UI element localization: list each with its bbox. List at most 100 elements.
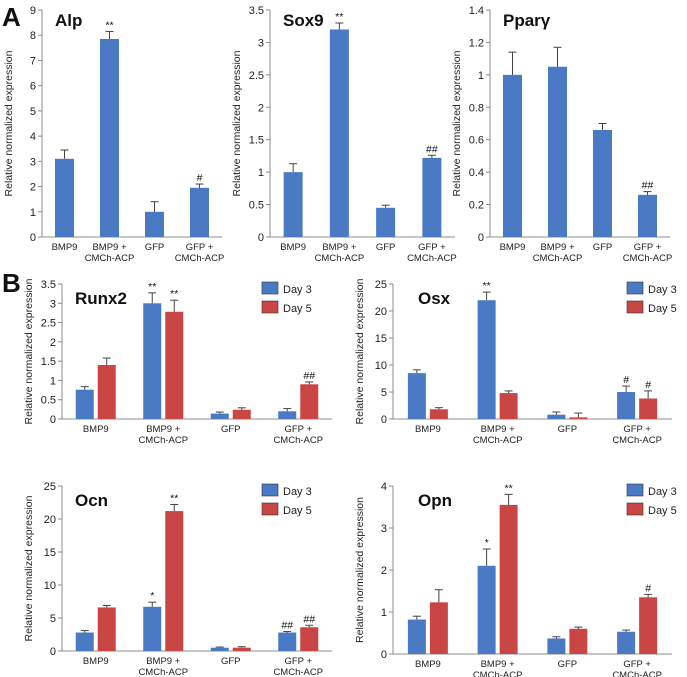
significance-mark-runx2-1-1: ** <box>170 288 178 300</box>
chart-ocn: Ocn 0 5 10 15 20 25 Relative normalized express… <box>23 481 332 677</box>
y-tick-label-opn-0: 0 <box>381 649 387 661</box>
bar-ocn-day-3-0 <box>75 632 94 651</box>
bar-osx-day-3-0 <box>407 373 426 419</box>
bar-sox9-2 <box>376 207 396 237</box>
x-tick-label-runx2-1-1: CMCh-ACP <box>138 435 188 446</box>
legend-label-opn-1: Day 5 <box>648 505 677 517</box>
bar-alp-1 <box>100 39 119 237</box>
x-tick-label-runx2-3-0: GFP + <box>284 424 312 435</box>
x-tick-label-runx2-2-0: GFP <box>221 424 241 435</box>
significance-mark-alp-0-3: # <box>197 172 203 184</box>
chart-title-pparg: Pparγ <box>503 11 551 30</box>
legend-swatch-runx2-0 <box>261 281 279 295</box>
y-tick-label-sox9-3: 1.5 <box>249 135 264 147</box>
bar-sox9-0 <box>283 172 303 237</box>
significance-mark-sox9-0-1: ** <box>335 11 343 23</box>
significance-mark-runx2-1-3: ## <box>303 370 315 382</box>
x-tick-label-alp-2-0: GFP <box>145 242 165 253</box>
y-tick-label-sox9-1: 0.5 <box>249 200 264 212</box>
x-tick-label-sox9-1-0: BMP9 + <box>322 242 357 253</box>
chart-title-ocn: Ocn <box>75 491 108 510</box>
bar-ocn-day-5-2 <box>232 647 251 651</box>
legend-label-ocn-1: Day 5 <box>283 505 312 517</box>
bar-pparg-1 <box>548 66 567 237</box>
x-tick-label-ocn-2-0: GFP <box>221 656 241 667</box>
x-tick-label-opn-3-1: CMCh-ACP <box>612 670 662 677</box>
chart-pparg: Pparγ 0 0.2 0.4 0.6 0.8 1 1.2 1.4 Relative normal… <box>451 5 672 264</box>
bar-runx2-day-5-1 <box>165 311 184 419</box>
x-tick-label-pparg-0-0: BMP9 <box>500 242 526 253</box>
y-tick-label-sox9-7: 3.5 <box>249 5 264 17</box>
x-tick-label-osx-0-0: BMP9 <box>415 424 441 435</box>
y-tick-label-runx2-7: 3.5 <box>41 279 56 291</box>
chart-sox9: Sox9 0 0.5 1 1.5 2 2.5 3 3.5 Relative normalized … <box>231 5 457 264</box>
bar-osx-day-3-1 <box>477 300 496 419</box>
x-tick-label-pparg-1-0: BMP9 + <box>540 242 575 253</box>
significance-mark-ocn-1-3: ## <box>303 613 315 625</box>
y-tick-label-ocn-4: 20 <box>44 514 56 526</box>
bar-runx2-day-3-3 <box>278 411 297 419</box>
x-tick-label-alp-1-1: CMCh-ACP <box>85 253 135 264</box>
y-tick-label-runx2-2: 1 <box>50 375 56 387</box>
bar-opn-day-5-2 <box>569 628 588 654</box>
panel-label-b: B <box>2 268 21 298</box>
x-tick-label-opn-3-0: GFP + <box>623 659 651 670</box>
chart-title-osx: Osx <box>418 289 451 308</box>
bar-osx-day-5-0 <box>429 409 448 419</box>
y-tick-label-runx2-6: 3 <box>50 298 56 310</box>
significance-mark-ocn-0-3: ## <box>281 620 293 632</box>
y-tick-label-alp-4: 4 <box>30 131 36 143</box>
x-tick-label-ocn-1-1: CMCh-ACP <box>138 667 188 677</box>
y-tick-label-ocn-5: 25 <box>44 481 56 493</box>
bar-opn-day-3-1 <box>477 565 496 654</box>
x-tick-label-ocn-1-0: BMP9 + <box>146 656 181 667</box>
y-tick-label-pparg-5: 1 <box>478 70 484 82</box>
x-tick-label-opn-2-0: GFP <box>558 659 578 670</box>
y-axis-title-ocn: Relative normalized expression <box>23 495 35 641</box>
bar-pparg-3 <box>638 194 657 237</box>
chart-runx2: Runx2 0 0.5 1 1.5 2 2.5 3 3.5 Relative normalized… <box>23 278 332 446</box>
significance-mark-pparg-0-3: ## <box>642 180 654 192</box>
chart-title-sox9: Sox9 <box>283 11 324 30</box>
bar-ocn-day-5-0 <box>97 607 116 651</box>
legend-swatch-osx-1 <box>626 300 644 314</box>
y-tick-label-ocn-0: 0 <box>50 646 56 658</box>
x-tick-label-alp-3-0: GFP + <box>186 242 214 253</box>
legend-swatch-ocn-1 <box>261 502 279 516</box>
bar-ocn-day-5-3 <box>300 627 319 651</box>
x-tick-label-alp-1-0: BMP9 + <box>92 242 127 253</box>
y-tick-label-runx2-3: 1.5 <box>41 356 56 368</box>
y-tick-label-pparg-1: 0.2 <box>469 200 484 212</box>
legend-swatch-runx2-1 <box>261 300 279 314</box>
x-tick-label-osx-3-1: CMCh-ACP <box>612 435 662 446</box>
y-tick-label-osx-5: 25 <box>375 279 387 291</box>
y-tick-label-osx-3: 15 <box>375 333 387 345</box>
bar-pparg-2 <box>593 129 612 237</box>
bar-alp-3 <box>190 187 209 237</box>
significance-mark-ocn-0-1: * <box>150 590 154 602</box>
bar-runx2-day-3-1 <box>143 303 162 419</box>
x-tick-label-runx2-1-0: BMP9 + <box>146 424 181 435</box>
y-tick-label-ocn-2: 10 <box>44 580 56 592</box>
bar-ocn-day-3-1 <box>143 606 162 651</box>
y-tick-label-opn-4: 4 <box>381 481 387 493</box>
y-axis-title-osx: Relative normalized expression <box>354 278 366 424</box>
legend-label-runx2-1: Day 5 <box>283 303 312 315</box>
bar-opn-day-3-2 <box>547 638 566 654</box>
bar-ocn-day-5-1 <box>165 511 184 651</box>
y-tick-label-alp-7: 7 <box>30 55 36 67</box>
y-tick-label-pparg-4: 0.8 <box>469 102 484 114</box>
y-tick-label-runx2-4: 2 <box>50 337 56 349</box>
x-tick-label-runx2-0-0: BMP9 <box>83 424 109 435</box>
x-tick-label-osx-1-0: BMP9 + <box>481 424 516 435</box>
bar-runx2-day-5-3 <box>300 384 319 419</box>
bar-alp-2 <box>145 211 164 237</box>
legend-swatch-osx-0 <box>626 281 644 295</box>
x-tick-label-ocn-0-0: BMP9 <box>83 656 109 667</box>
legend-label-ocn-0: Day 3 <box>283 486 312 498</box>
significance-mark-opn-1-1: ** <box>505 482 513 494</box>
x-tick-label-pparg-2-0: GFP <box>593 242 613 253</box>
y-tick-label-alp-3: 3 <box>30 156 36 168</box>
legend-swatch-ocn-0 <box>261 483 279 497</box>
